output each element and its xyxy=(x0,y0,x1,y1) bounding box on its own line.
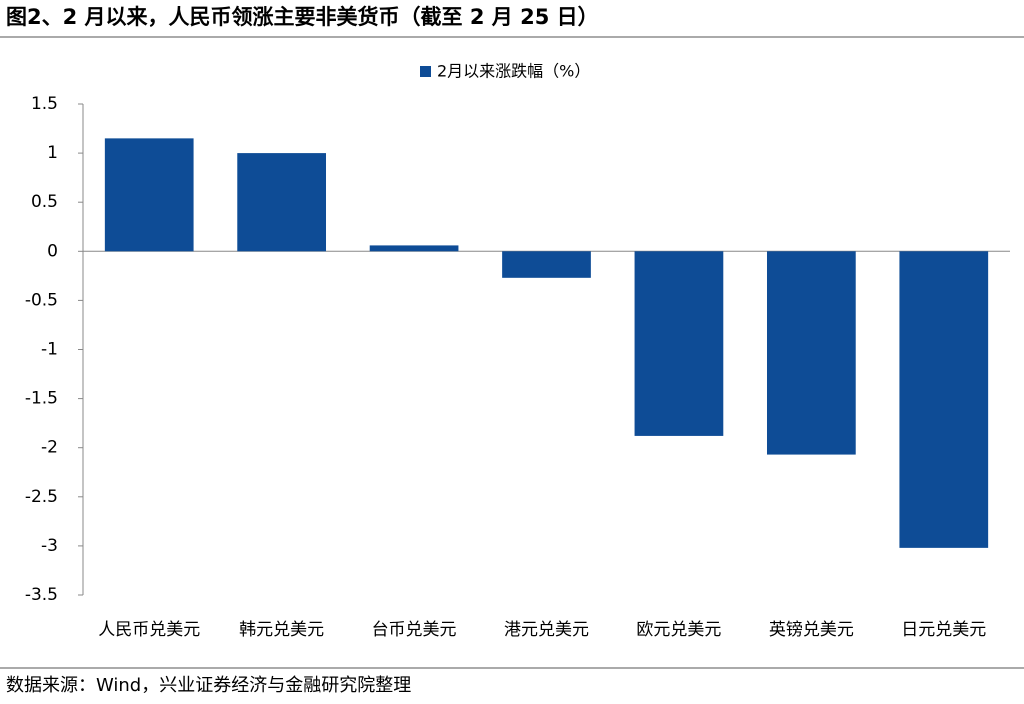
legend-label: 2月以来涨跌幅（%） xyxy=(437,62,590,81)
bar xyxy=(634,251,724,436)
y-tick-label: -1 xyxy=(41,340,58,360)
bar xyxy=(502,251,591,278)
y-tick-label: -3.5 xyxy=(25,585,58,605)
y-tick-label: 0 xyxy=(47,241,58,261)
x-tick-label: 英镑兑美元 xyxy=(769,620,854,640)
chart-title: 图2、2 月以来，人民币领涨主要非美货币（截至 2 月 25 日） xyxy=(6,5,599,29)
bar xyxy=(104,138,194,252)
x-tick-label: 欧元兑美元 xyxy=(636,620,721,640)
x-tick-label: 日元兑美元 xyxy=(901,620,986,640)
x-tick-label: 韩元兑美元 xyxy=(239,620,324,640)
y-tick-label: -2.5 xyxy=(25,487,58,507)
source-note: 数据来源：Wind，兴业证券经济与金融研究院整理 xyxy=(6,675,411,696)
x-tick-label: 港元兑美元 xyxy=(504,620,589,640)
y-tick-label: -2 xyxy=(41,438,58,458)
legend-swatch xyxy=(420,66,431,77)
bar xyxy=(369,245,459,252)
y-tick-label: -1.5 xyxy=(25,389,58,409)
y-tick-label: 0.5 xyxy=(31,192,58,212)
bar xyxy=(237,153,327,252)
bar xyxy=(766,251,856,455)
y-tick-label: -0.5 xyxy=(25,290,58,310)
y-tick-label: -3 xyxy=(41,536,58,556)
bar xyxy=(899,251,989,548)
x-tick-label: 人民币兑美元 xyxy=(98,620,200,640)
y-tick-label: 1.5 xyxy=(31,94,58,114)
y-tick-label: 1 xyxy=(47,143,58,163)
x-tick-label: 台币兑美元 xyxy=(372,620,457,640)
